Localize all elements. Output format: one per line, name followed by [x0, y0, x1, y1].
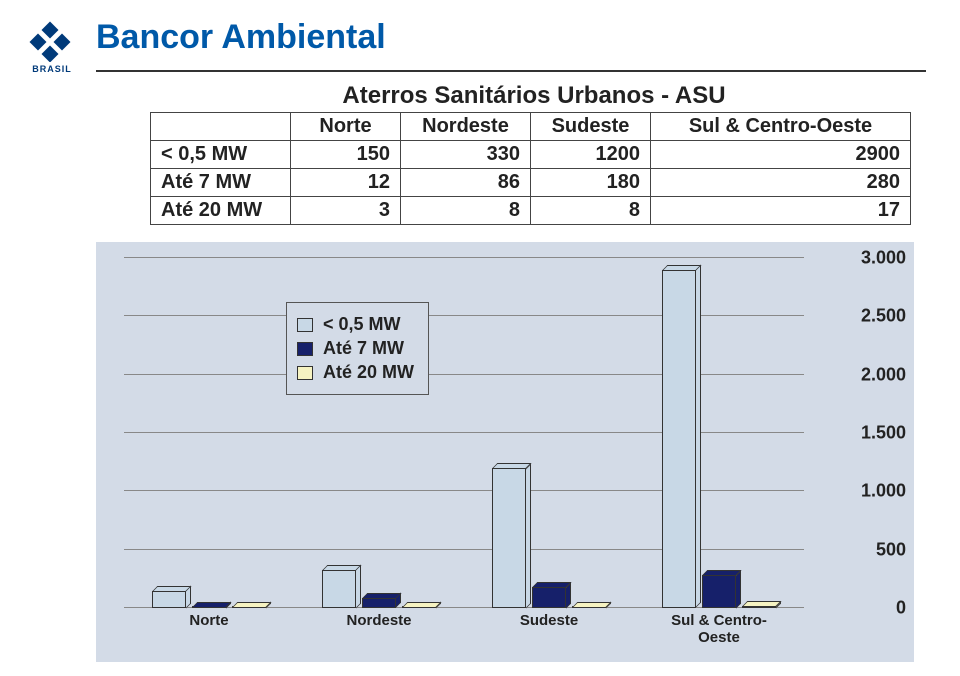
chart-panel: 0 500 1.000 1.500 2.000 2.500 3.000 NorteNorde…	[96, 242, 914, 662]
cell: 180	[531, 169, 651, 197]
chart-ytick-label: 3.000	[861, 248, 906, 269]
legend-item: Até 7 MW	[297, 338, 414, 359]
chart-bar	[662, 270, 696, 608]
row-label: < 0,5 MW	[151, 141, 291, 169]
chart-ytick-label: 1.000	[861, 481, 906, 502]
chart-ytick-label: 500	[876, 539, 906, 560]
title-underline	[96, 70, 926, 72]
table-header-row: Norte Nordeste Sudeste Sul & Centro-Oest…	[151, 113, 911, 141]
chart-ytick-label: 1.500	[861, 423, 906, 444]
chart-bar-side	[396, 593, 401, 608]
row-label: Até 20 MW	[151, 197, 291, 225]
chart-gridline	[124, 490, 804, 491]
th-blank	[151, 113, 291, 141]
chart-xlabel: Sul & Centro-Oeste	[634, 612, 804, 646]
chart-ytick-label: 2.500	[861, 306, 906, 327]
legend-swatch	[297, 366, 313, 380]
chart-bar	[322, 570, 356, 609]
legend-label: Até 20 MW	[323, 362, 414, 383]
cell: 150	[291, 141, 401, 169]
legend-label: < 0,5 MW	[323, 314, 401, 335]
chart-gridline	[124, 374, 804, 375]
row-label: Até 7 MW	[151, 169, 291, 197]
cell: 17	[651, 197, 911, 225]
bancor-logo: BRASIL	[22, 18, 82, 74]
cell: 280	[651, 169, 911, 197]
chart-xlabel: Nordeste	[294, 612, 464, 629]
chart-bar-side	[526, 463, 531, 608]
legend-swatch	[297, 342, 313, 356]
cell: 1200	[531, 141, 651, 169]
page-title: Bancor Ambiental	[96, 18, 386, 57]
chart-bar	[152, 591, 186, 609]
th-norte: Norte	[291, 113, 401, 141]
chart-bar-top	[742, 601, 781, 606]
legend-item: < 0,5 MW	[297, 314, 414, 335]
th-sulcentro: Sul & Centro-Oeste	[651, 113, 911, 141]
chart-bar	[742, 606, 776, 608]
chart-bar-top	[532, 582, 571, 587]
chart-bar	[362, 598, 396, 608]
chart-ytick-label: 0	[896, 598, 906, 619]
chart-gridline	[124, 315, 804, 316]
legend-label: Até 7 MW	[323, 338, 404, 359]
cell: 330	[401, 141, 531, 169]
chart-xlabel: Norte	[124, 612, 294, 629]
table-row: Até 20 MW 3 8 8 17	[151, 197, 911, 225]
section-title: Aterros Sanitários Urbanos - ASU	[254, 82, 814, 110]
cell: 86	[401, 169, 531, 197]
chart-gridline	[124, 432, 804, 433]
cell: 2900	[651, 141, 911, 169]
chart-bar-side	[566, 582, 571, 608]
legend-swatch	[297, 318, 313, 332]
chart-bar	[492, 468, 526, 608]
chart-bar	[532, 587, 566, 608]
chart-legend: < 0,5 MW Até 7 MW Até 20 MW	[286, 302, 429, 395]
chart-bar-side	[696, 265, 701, 608]
chart-bar-side	[186, 586, 191, 609]
th-nordeste: Nordeste	[401, 113, 531, 141]
table-row: < 0,5 MW 150 330 1200 2900	[151, 141, 911, 169]
cell: 12	[291, 169, 401, 197]
legend-item: Até 20 MW	[297, 362, 414, 383]
chart-gridline	[124, 549, 804, 550]
chart-gridline	[124, 257, 804, 258]
cell: 8	[531, 197, 651, 225]
chart-xlabel: Sudeste	[464, 612, 634, 629]
chart-bar-side	[356, 565, 361, 609]
cell: 8	[401, 197, 531, 225]
chart-ytick-label: 2.000	[861, 364, 906, 385]
chart-plot-area	[124, 258, 804, 608]
logo-subtext: BRASIL	[22, 64, 82, 74]
asu-table: Norte Nordeste Sudeste Sul & Centro-Oest…	[150, 112, 911, 225]
table-row: Até 7 MW 12 86 180 280	[151, 169, 911, 197]
th-sudeste: Sudeste	[531, 113, 651, 141]
cell: 3	[291, 197, 401, 225]
chart-bar	[702, 575, 736, 608]
chart-bar-side	[736, 570, 741, 608]
chart-bar-top	[492, 463, 531, 468]
